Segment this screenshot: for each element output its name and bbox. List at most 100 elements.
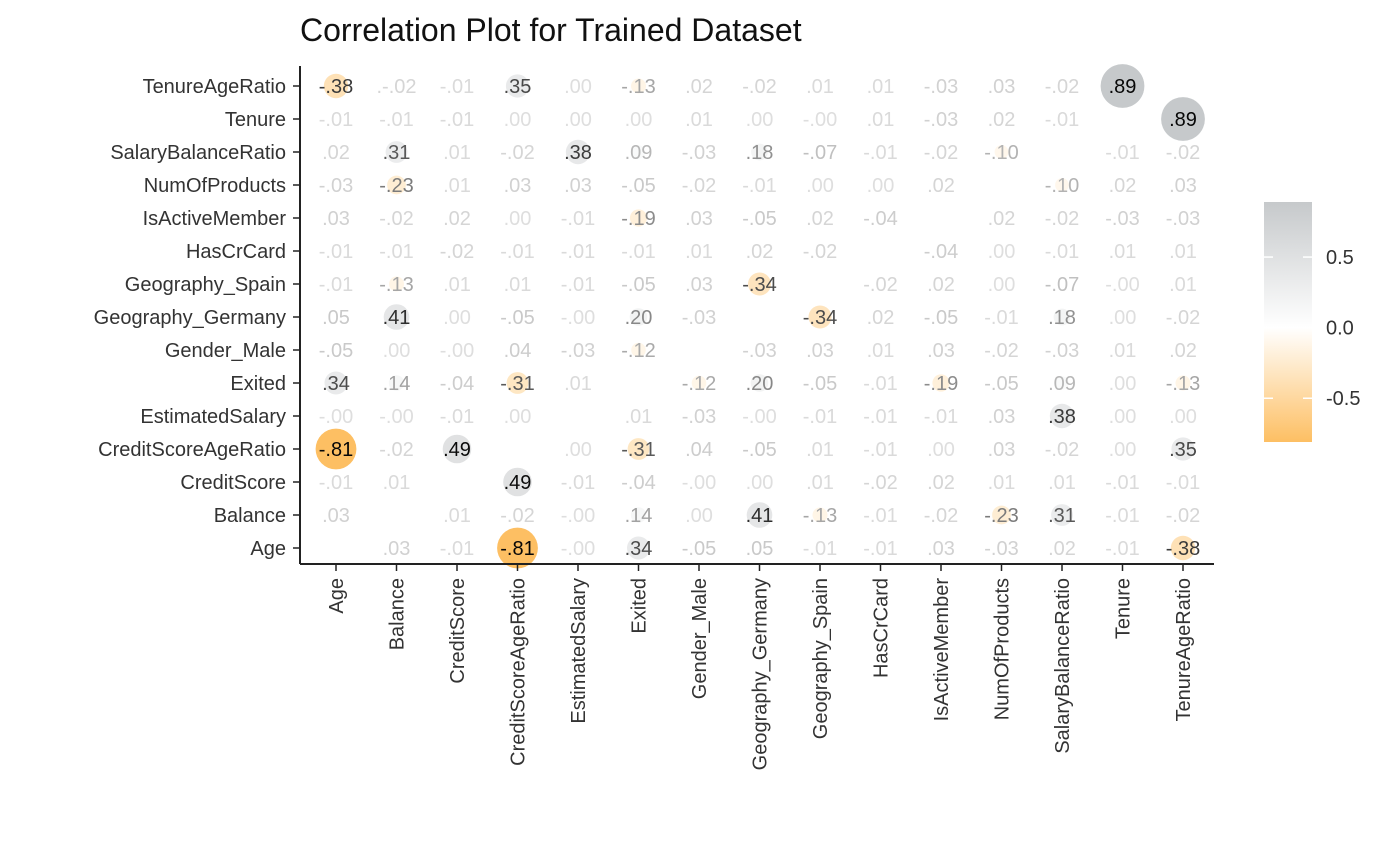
correlation-value-label: .00 — [564, 109, 592, 131]
x-tick-label: EstimatedSalary — [568, 578, 590, 724]
y-tick-label: Gender_Male — [165, 340, 286, 362]
correlation-circle — [631, 78, 646, 94]
correlation-value-label: -.05 — [621, 175, 655, 197]
correlation-value-label: -.03 — [1166, 208, 1200, 230]
correlation-value-label: .00 — [927, 439, 955, 461]
correlation-value-label: .05 — [322, 307, 350, 329]
correlation-value-label: .41 — [383, 307, 411, 329]
correlation-circle — [389, 276, 404, 292]
correlation-value-label: -.02 — [924, 142, 958, 164]
correlation-value-label: -.02 — [742, 76, 776, 98]
x-tick-label: Tenure — [1113, 578, 1135, 639]
correlation-value-label: .00 — [746, 472, 774, 494]
correlation-value-label: .14 — [625, 505, 653, 527]
correlation-value-label: .89 — [1109, 76, 1137, 98]
correlation-circle — [627, 536, 650, 560]
correlation-value-label: -.01 — [561, 241, 595, 263]
correlation-value-label: -.01 — [561, 472, 595, 494]
correlation-value-label: .01 — [443, 175, 471, 197]
correlation-value-label: .00 — [685, 505, 713, 527]
correlation-circle — [750, 374, 769, 392]
correlation-value-label: -.01 — [621, 241, 655, 263]
correlation-value-label: -.05 — [984, 373, 1018, 395]
y-tick-label: CreditScore — [180, 472, 286, 494]
correlation-value-label: .38 — [564, 142, 592, 164]
correlation-value-label: -.05 — [682, 538, 716, 560]
correlation-value-label: .02 — [806, 208, 834, 230]
x-axis-tick-labels: Age Balance CreditScore CreditScoreAgeRatio… — [326, 578, 1195, 771]
correlation-value-label: .00 — [988, 274, 1016, 296]
correlation-value-label: .31 — [1048, 505, 1076, 527]
correlation-value-label: .03 — [564, 175, 592, 197]
correlation-value-label: -.01 — [1105, 142, 1139, 164]
correlation-value-label: .00 — [383, 340, 411, 362]
correlation-circle — [746, 502, 773, 528]
x-tick-label: CreditScoreAgeRatio — [508, 578, 530, 766]
correlation-value-label: .01 — [1169, 241, 1197, 263]
correlation-circle — [323, 73, 349, 99]
correlation-value-label: .01 — [625, 406, 653, 428]
correlation-value-label: .01 — [383, 472, 411, 494]
x-tick-label: Exited — [629, 578, 651, 634]
y-tick-label: IsActiveMember — [143, 208, 287, 230]
correlation-value-label: -.03 — [924, 109, 958, 131]
correlation-value-label: .20 — [625, 307, 653, 329]
correlation-value-label: -.01 — [1166, 472, 1200, 494]
correlation-value-label: .03 — [504, 175, 532, 197]
correlation-value-label: .04 — [504, 340, 532, 362]
correlation-value-label: -.04 — [621, 472, 655, 494]
correlation-value-label: .00 — [746, 109, 774, 131]
correlation-value-label: .18 — [746, 142, 774, 164]
correlation-circle — [1161, 97, 1205, 141]
correlation-value-label: -.81 — [500, 538, 534, 560]
correlation-circle — [1170, 535, 1196, 561]
x-tick-label: Gender_Male — [689, 578, 711, 699]
x-tick-label: NumOfProducts — [992, 578, 1014, 720]
correlation-value-label: .01 — [443, 505, 471, 527]
correlation-circle — [387, 175, 406, 195]
correlation-circle — [627, 438, 650, 460]
correlation-value-label: .03 — [383, 538, 411, 560]
correlation-value-label: -.01 — [924, 406, 958, 428]
color-legend: 0.5 0.0 -0.5 — [1264, 202, 1360, 442]
correlation-value-label: -.23 — [379, 175, 413, 197]
correlation-value-label: -.02 — [1166, 505, 1200, 527]
correlation-value-label: .02 — [322, 142, 350, 164]
x-tick-label: Geography_Spain — [810, 578, 832, 739]
y-tick-label: Geography_Spain — [125, 274, 286, 296]
x-tick-label: Age — [326, 578, 348, 614]
correlation-value-label: -.03 — [1105, 208, 1139, 230]
correlation-value-label: -.00 — [561, 505, 595, 527]
correlation-value-label: .03 — [988, 439, 1016, 461]
correlation-value-label: .49 — [443, 439, 471, 461]
correlation-value-label: .03 — [685, 274, 713, 296]
correlation-value-label: -.38 — [1166, 538, 1200, 560]
correlation-value-label: -.02 — [500, 505, 534, 527]
correlation-value-label: .18 — [1048, 307, 1076, 329]
correlation-value-label: -.03 — [682, 307, 716, 329]
correlation-value-label: -.01 — [319, 241, 353, 263]
correlation-value-label: -.04 — [924, 241, 958, 263]
correlation-value-label: -.03 — [984, 538, 1018, 560]
correlation-circle — [631, 145, 646, 159]
correlation-value-label: -.13 — [803, 505, 837, 527]
correlation-value-label: -.01 — [561, 274, 595, 296]
correlation-circle — [1171, 437, 1195, 461]
correlation-circle — [497, 527, 538, 569]
correlation-value-label: .34 — [322, 373, 350, 395]
correlation-value-label: -.02 — [1045, 76, 1079, 98]
correlation-value-label: -.00 — [1105, 274, 1139, 296]
legend-tick-label: -0.5 — [1326, 388, 1360, 410]
correlation-value-label: -.01 — [863, 406, 897, 428]
x-tick-label: TenureAgeRatio — [1173, 578, 1195, 721]
correlation-value-label: .03 — [927, 538, 955, 560]
correlation-circle — [1053, 308, 1071, 326]
correlation-value-label: .01 — [1048, 472, 1076, 494]
correlation-value-label: -.38 — [319, 76, 353, 98]
correlation-value-label: -.01 — [440, 406, 474, 428]
correlation-value-label: .31 — [383, 142, 411, 164]
y-tick-label: HasCrCard — [186, 241, 286, 263]
correlation-value-label: .02 — [1169, 340, 1197, 362]
correlation-value-label: .03 — [988, 76, 1016, 98]
correlation-value-label: .01 — [867, 340, 895, 362]
